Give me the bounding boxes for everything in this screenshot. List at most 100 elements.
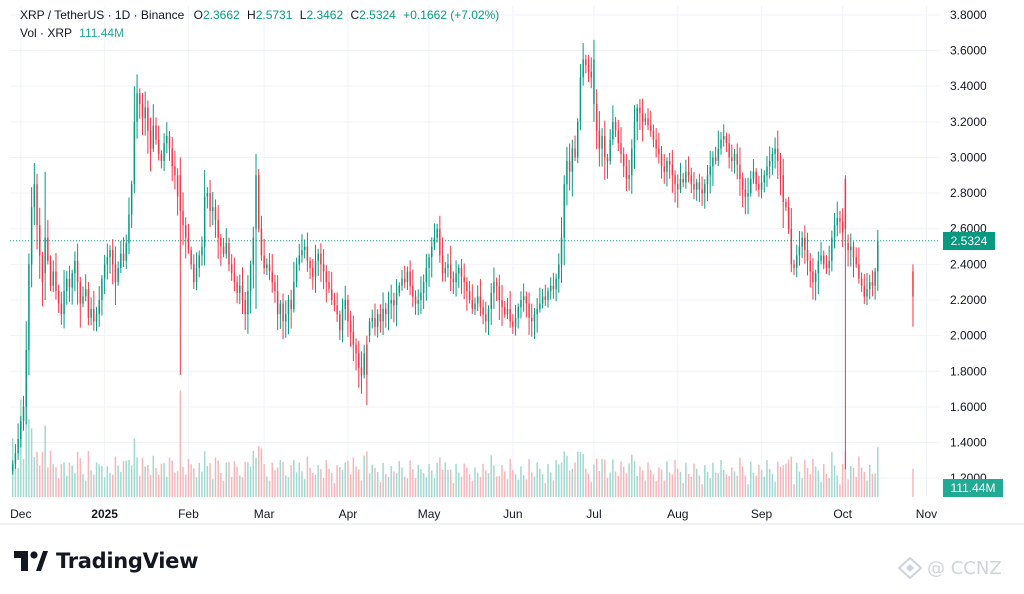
candle-body — [441, 255, 444, 274]
volume-bar — [352, 457, 355, 497]
candle-body — [252, 237, 255, 265]
candle-body — [11, 463, 14, 472]
candle-body — [649, 125, 652, 131]
candle-body — [679, 178, 682, 190]
volume-bar — [604, 459, 606, 497]
volume-bar — [752, 472, 755, 497]
candle-body — [90, 308, 92, 318]
volume-bar — [339, 466, 341, 497]
candle-body — [330, 289, 333, 300]
volume-bar — [106, 466, 109, 497]
candle-body — [652, 130, 655, 140]
volume-bar — [912, 468, 914, 497]
volume-bar — [33, 457, 36, 497]
candle-body — [506, 308, 509, 315]
close-value: 2.5324 — [359, 8, 396, 22]
y-tick-label: 3.2000 — [950, 115, 987, 129]
volume-bar — [236, 466, 238, 497]
candle-body — [750, 178, 752, 194]
volume-bar — [320, 469, 322, 497]
volume-bar — [804, 460, 806, 497]
volume-bar — [474, 467, 476, 497]
candle-body — [287, 300, 290, 315]
candle-body — [160, 153, 163, 162]
x-tick-label: Apr — [339, 507, 358, 521]
candle-body — [212, 207, 214, 211]
volume-bar — [160, 463, 163, 497]
volume-bar — [552, 480, 555, 497]
candle-body — [763, 175, 766, 183]
candle-body — [366, 344, 368, 375]
candle-body — [336, 305, 338, 315]
volume-bar — [728, 475, 730, 497]
candle-body — [290, 300, 292, 309]
volume-bar — [622, 466, 625, 497]
volume-bar — [417, 464, 419, 497]
candle-body — [582, 59, 584, 78]
volume-bar — [155, 468, 157, 497]
volume-bar — [487, 473, 490, 497]
volume-bar — [36, 451, 38, 497]
volume-bar — [201, 471, 203, 497]
candle-body — [25, 349, 27, 407]
candle-body — [563, 184, 565, 238]
volume-bar — [701, 484, 703, 497]
candle-body — [233, 273, 236, 283]
volume-bar — [877, 447, 879, 497]
y-tick-label: 3.6000 — [950, 44, 987, 58]
volume-bar — [695, 468, 698, 497]
volume-bar — [49, 450, 52, 497]
volume-bar — [595, 458, 598, 497]
candle-body — [395, 292, 398, 306]
volume-label[interactable]: Vol · XRP — [20, 26, 72, 40]
volume-bar — [501, 465, 503, 497]
candle-body — [214, 207, 217, 220]
volume-bar — [111, 474, 114, 497]
candle-body — [674, 175, 676, 185]
candle-body — [120, 253, 122, 268]
candle-body — [184, 225, 187, 238]
candle-body — [141, 104, 144, 119]
volume-bar — [768, 468, 771, 497]
candle-body — [758, 184, 760, 190]
candle-body — [190, 250, 192, 265]
volume-bar — [690, 476, 693, 497]
volume-bar — [17, 468, 19, 497]
candle-body — [266, 264, 268, 268]
volume-bar — [133, 438, 136, 497]
volume-bar — [298, 462, 301, 497]
volume-bar — [633, 461, 636, 497]
volume-bar — [814, 466, 817, 497]
symbol-title[interactable]: XRP / TetherUS · 1D · Binance — [20, 8, 185, 22]
candle-body — [739, 164, 741, 179]
volume-bar — [409, 460, 411, 497]
candle-body — [406, 271, 409, 283]
volume-bar — [428, 463, 430, 497]
tradingview-logo[interactable]: TradingView — [14, 546, 198, 576]
candle-body — [182, 210, 184, 226]
last-price-tag: 2.5324 — [943, 231, 995, 250]
volume-bar — [187, 458, 190, 497]
volume-bar — [758, 464, 760, 497]
volume-bar — [230, 476, 233, 497]
volume-bar — [685, 462, 687, 497]
candle-body — [847, 242, 849, 251]
volume-bar — [531, 472, 533, 497]
candle-body — [671, 164, 674, 176]
candle-body — [209, 193, 211, 211]
volume-bar — [290, 465, 292, 497]
volume-bar — [355, 466, 357, 497]
candle-body — [255, 175, 257, 229]
candle-body — [725, 136, 728, 144]
candle-body — [620, 143, 622, 154]
volume-bar — [366, 451, 368, 497]
volume-bar — [458, 472, 460, 497]
volume-bar — [144, 466, 146, 497]
volume-bar — [436, 462, 438, 497]
candle-body — [760, 182, 763, 190]
volume-bar — [38, 465, 41, 497]
candle-body — [268, 264, 271, 272]
candle-body — [33, 184, 36, 208]
x-tick-label: Jul — [586, 507, 601, 521]
